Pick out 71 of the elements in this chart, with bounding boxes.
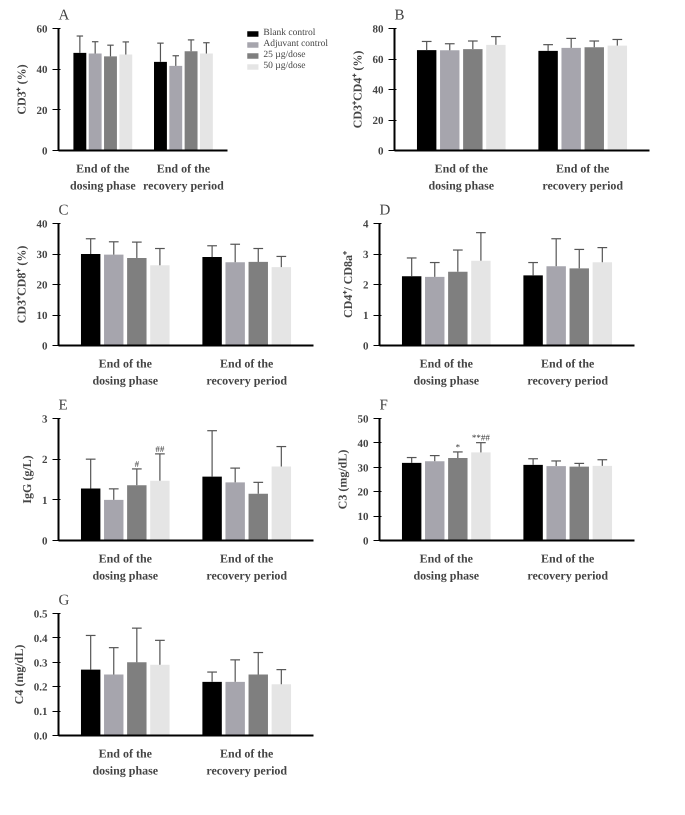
y-tick-label: 2 <box>42 454 48 466</box>
y-tick-label: 0 <box>42 340 48 352</box>
y-tick-label: 30 <box>358 462 369 474</box>
y-tick-label: 4 <box>363 218 369 230</box>
y-tick-label: 0.5 <box>34 608 48 620</box>
y-tick-label: 3 <box>42 414 48 426</box>
y-tick-label: 40 <box>36 218 48 230</box>
y-axis-title: CD4⁺/ CD8a⁺ <box>341 251 355 318</box>
y-tick-label: 1 <box>42 494 48 507</box>
x-tick-label: End of the recovery period <box>527 552 608 582</box>
y-tick-label: 0 <box>42 146 48 158</box>
x-tick-label: End of the recovery period <box>527 356 608 388</box>
chart-title: A <box>58 8 70 24</box>
chart-title: E <box>58 398 68 414</box>
data-label: **## <box>472 432 490 443</box>
y-tick-label: 1 <box>363 310 368 322</box>
x-tick-label: End of the dosing phase <box>428 162 495 192</box>
chart-title: B <box>394 8 405 24</box>
data-label: * <box>456 442 461 452</box>
chart-title: C <box>58 202 69 218</box>
y-tick-label: 20 <box>36 280 48 292</box>
y-tick-label: 0 <box>42 536 48 548</box>
y-tick-label: 0 <box>378 146 384 158</box>
x-tick-label: End of the recovery period <box>542 162 624 192</box>
x-tick-label: End of the dosing phase <box>413 552 480 582</box>
y-tick-label: 20 <box>372 115 384 127</box>
y-tick-label: 0 <box>363 536 369 548</box>
x-tick-label: End of the dosing phase <box>92 356 159 388</box>
y-tick-label: 0.3 <box>34 657 48 670</box>
y-tick-label: 2 <box>363 280 369 292</box>
x-tick-label: End of the recovery period <box>206 552 288 582</box>
legend-label: 50 µg/dose <box>263 61 306 71</box>
y-tick-label: 60 <box>372 54 384 66</box>
x-tick-label: End of the recovery period <box>206 356 288 388</box>
y-axis-title: CD3⁺ (%) <box>14 64 28 115</box>
y-axis-title: CD3⁺CD8⁺ (%) <box>14 246 28 324</box>
data-label: ## <box>155 444 165 454</box>
y-tick-label: 40 <box>372 84 384 96</box>
y-tick-label: 50 <box>358 414 369 426</box>
y-tick-label: 0.1 <box>34 706 48 718</box>
y-tick-label: 80 <box>372 24 384 36</box>
y-tick-label: 0.4 <box>34 632 48 645</box>
x-tick-label: End of the dosing phase <box>70 162 136 192</box>
y-axis-title: IgG (g/L) <box>20 455 34 504</box>
y-tick-label: 0.2 <box>34 682 48 694</box>
chart-title: G <box>58 592 70 608</box>
y-axis-title: C3 (mg/dL) <box>336 450 350 510</box>
legend-label: Blank control <box>263 28 316 38</box>
x-tick-label: End of the recovery period <box>206 746 288 778</box>
y-tick-label: 60 <box>36 24 48 36</box>
x-tick-label: End of the recovery period <box>143 162 224 192</box>
chart-title: F <box>380 398 388 414</box>
y-tick-label: 20 <box>36 104 48 117</box>
chart-title: D <box>380 202 390 218</box>
y-tick-label: 30 <box>36 249 48 261</box>
x-tick-label: End of the dosing phase <box>92 746 159 778</box>
y-tick-label: 20 <box>358 486 369 499</box>
y-tick-label: 0 <box>363 340 369 352</box>
y-tick-label: 40 <box>358 438 369 450</box>
data-label: # <box>134 458 140 469</box>
x-tick-label: End of the dosing phase <box>413 356 480 388</box>
y-tick-label: 3 <box>363 249 369 261</box>
x-tick-label: End of the dosing phase <box>92 552 159 582</box>
y-axis-title: C4 (mg/dL) <box>12 644 26 704</box>
y-tick-label: 10 <box>358 511 369 524</box>
legend-label: Adjuvant control <box>263 39 328 49</box>
y-tick-label: 10 <box>36 310 48 322</box>
y-tick-label: 0.0 <box>34 730 48 742</box>
legend-label: 25 µg/dose <box>263 50 306 60</box>
y-tick-label: 40 <box>36 64 48 76</box>
y-axis-title: CD3⁺CD4⁺ (%) <box>350 50 364 128</box>
